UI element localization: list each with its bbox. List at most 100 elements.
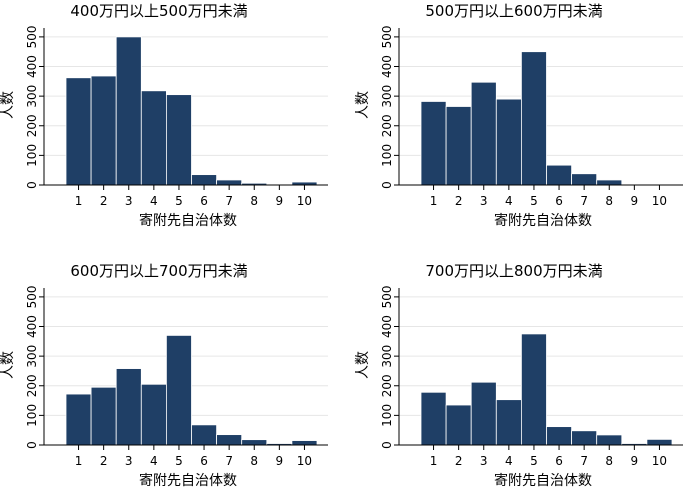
bar-8 xyxy=(596,179,623,186)
bar-5 xyxy=(165,94,192,186)
y-tick-label: 0 xyxy=(380,181,394,189)
bar-1 xyxy=(420,101,447,186)
x-axis-label: 寄附先自治体数 xyxy=(494,212,592,229)
x-tick-label: 8 xyxy=(250,454,258,468)
bar-6 xyxy=(191,424,218,446)
y-tick-label: 0 xyxy=(380,441,394,449)
bar-4 xyxy=(495,399,522,446)
y-axis-label: 人数 xyxy=(355,91,371,119)
bar-1 xyxy=(65,77,92,186)
bar-10 xyxy=(646,438,673,446)
bar-6 xyxy=(546,426,573,446)
x-tick-label: 8 xyxy=(250,194,258,208)
chart-panel-3: 600万円以上700万円未満 0 100 200 300 400 500 1 2 3 4 5 6 7 8 9 1… xyxy=(0,262,328,489)
bar-7 xyxy=(571,430,598,446)
x-tick-label: 6 xyxy=(200,194,208,208)
bar-3 xyxy=(115,368,142,446)
bar-8 xyxy=(596,434,623,446)
x-tick-label: 2 xyxy=(455,454,463,468)
y-axis-label: 人数 xyxy=(0,351,16,379)
y-tick-label: 300 xyxy=(25,345,39,368)
y-axis-label: 人数 xyxy=(0,91,16,119)
x-tick-label: 7 xyxy=(225,454,233,468)
x-tick-label: 4 xyxy=(150,194,158,208)
y-axis-label: 人数 xyxy=(355,351,371,379)
x-tick-label: 9 xyxy=(276,194,284,208)
y-tick-label: 200 xyxy=(25,374,39,397)
y-tick-label: 300 xyxy=(380,85,394,108)
bar-4 xyxy=(140,90,167,186)
x-tick-label: 2 xyxy=(100,194,108,208)
bar-7 xyxy=(216,179,243,186)
bar-3 xyxy=(115,36,142,186)
x-axis-label: 寄附先自治体数 xyxy=(139,472,237,489)
x-tick-label: 1 xyxy=(75,454,83,468)
y-tick-label: 200 xyxy=(380,114,394,137)
x-tick-label: 2 xyxy=(100,454,108,468)
x-tick-label: 6 xyxy=(200,454,208,468)
x-tick-label: 2 xyxy=(455,194,463,208)
y-tick-label: 100 xyxy=(380,404,394,427)
x-tick-label: 3 xyxy=(125,194,133,208)
x-tick-label: 9 xyxy=(631,194,639,208)
x-tick-label: 6 xyxy=(555,454,563,468)
y-tick-label: 400 xyxy=(380,315,394,338)
y-tick-label: 200 xyxy=(25,114,39,137)
x-tick-label: 8 xyxy=(605,194,613,208)
y-tick-label: 400 xyxy=(25,55,39,78)
bar-8 xyxy=(241,439,268,446)
bar-4 xyxy=(495,98,522,186)
x-tick-label: 9 xyxy=(631,454,639,468)
y-tick-label: 300 xyxy=(380,345,394,368)
y-tick-label: 300 xyxy=(25,85,39,108)
bar-3 xyxy=(470,81,497,186)
x-tick-label: 5 xyxy=(175,454,183,468)
y-tick-label: 100 xyxy=(380,144,394,167)
bar-4 xyxy=(140,383,167,446)
y-tick-label: 100 xyxy=(25,404,39,427)
bar-1 xyxy=(65,393,92,446)
x-tick-label: 6 xyxy=(555,194,563,208)
x-tick-label: 5 xyxy=(175,194,183,208)
x-tick-label: 4 xyxy=(150,454,158,468)
bar-2 xyxy=(445,404,472,446)
x-tick-label: 3 xyxy=(125,454,133,468)
bar-5 xyxy=(521,333,547,446)
bar-6 xyxy=(191,174,218,186)
bar-2 xyxy=(90,386,117,446)
y-tick-label: 500 xyxy=(380,285,394,308)
x-tick-label: 4 xyxy=(505,194,513,208)
x-tick-label: 3 xyxy=(480,454,488,468)
x-tick-label: 7 xyxy=(225,194,233,208)
chart-panel-2: 500万円以上600万円未満 0 100 200 300 400 500 1 2 3 4 5 6 7 8 9 1… xyxy=(355,2,683,229)
y-tick-label: 500 xyxy=(25,285,39,308)
bar-7 xyxy=(571,173,598,186)
y-tick-label: 400 xyxy=(380,55,394,78)
x-tick-label: 7 xyxy=(580,194,588,208)
y-tick-label: 200 xyxy=(380,374,394,397)
y-tick-label: 500 xyxy=(380,25,394,48)
bar-6 xyxy=(546,164,573,186)
x-tick-label: 1 xyxy=(430,194,438,208)
x-tick-label: 8 xyxy=(605,454,613,468)
y-tick-label: 0 xyxy=(25,441,39,449)
bar-3 xyxy=(470,381,497,446)
bar-2 xyxy=(90,75,117,186)
x-tick-label: 5 xyxy=(530,194,538,208)
y-tick-label: 100 xyxy=(25,144,39,167)
x-tick-label: 7 xyxy=(580,454,588,468)
chart-panel-4: 700万円以上800万円未満 0 100 200 300 400 500 1 2 3 4 5 6 7 8 9 1… xyxy=(355,262,683,489)
chart-title: 500万円以上600万円未満 xyxy=(425,2,602,20)
chart-panel-1: 400万円以上500万円未満 0 100 200 300 400 500 1 2 3 4 5 6 7 8 9 1… xyxy=(0,2,328,229)
chart-title: 600万円以上700万円未満 xyxy=(70,262,247,280)
y-tick-label: 400 xyxy=(25,315,39,338)
chart-title: 700万円以上800万円未満 xyxy=(425,262,602,280)
bar-5 xyxy=(521,51,547,186)
bar-5 xyxy=(165,334,192,446)
x-axis-label: 寄附先自治体数 xyxy=(139,212,237,229)
x-tick-label: 1 xyxy=(430,454,438,468)
y-tick-label: 500 xyxy=(25,25,39,48)
y-tick-label: 0 xyxy=(25,181,39,189)
bar-1 xyxy=(420,391,447,446)
